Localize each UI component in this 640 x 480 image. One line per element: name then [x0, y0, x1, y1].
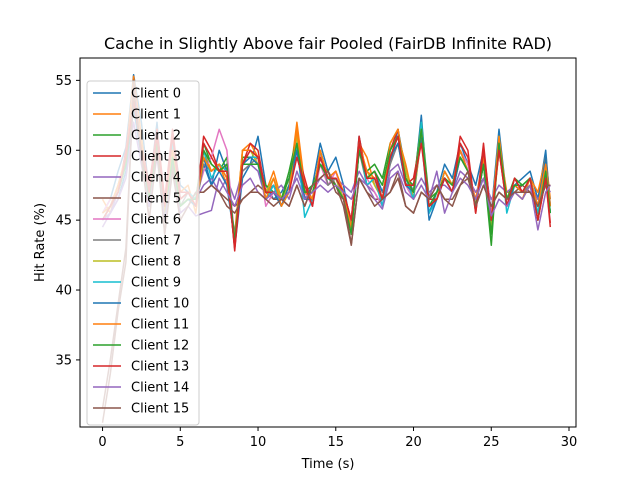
chart-title: Cache in Slightly Above fair Pooled (Fai…: [104, 34, 552, 53]
y-tick-label: 40: [55, 284, 72, 299]
legend-label: Client 9: [131, 276, 181, 291]
legend-label: Client 11: [131, 318, 189, 333]
x-tick-label: 30: [561, 435, 578, 450]
legend-label: Client 10: [131, 297, 189, 312]
y-axis-ticks: 35 40 45 50 55: [55, 74, 80, 369]
legend-label: Client 15: [131, 402, 189, 417]
legend-label: Client 0: [131, 87, 181, 102]
legend-label: Client 13: [131, 360, 189, 375]
y-tick-label: 50: [55, 144, 72, 159]
x-tick-label: 20: [405, 435, 422, 450]
legend-label: Client 1: [131, 108, 181, 123]
y-tick-label: 55: [55, 74, 72, 89]
legend-label: Client 2: [131, 129, 181, 144]
legend-label: Client 7: [131, 234, 181, 249]
legend-label: Client 8: [131, 255, 181, 270]
x-tick-label: 0: [98, 435, 106, 450]
legend-label: Client 6: [131, 213, 181, 228]
legend: Client 0 Client 1 Client 2 Client 3 Client 4…: [87, 81, 199, 425]
legend-label: Client 5: [131, 192, 181, 207]
y-tick-label: 45: [55, 214, 72, 229]
x-tick-label: 10: [250, 435, 267, 450]
legend-label: Client 12: [131, 339, 189, 354]
x-tick-label: 25: [483, 435, 500, 450]
legend-label: Client 3: [131, 150, 181, 165]
y-axis-label: Hit Rate (%): [33, 203, 48, 282]
y-tick-label: 35: [55, 353, 72, 368]
x-tick-label: 5: [176, 435, 184, 450]
x-axis-label: Time (s): [301, 457, 355, 472]
x-tick-label: 15: [328, 435, 345, 450]
legend-label: Client 4: [131, 171, 181, 186]
x-axis-ticks: 0 5 10 15 20 25 30: [98, 427, 577, 450]
legend-label: Client 14: [131, 381, 189, 396]
